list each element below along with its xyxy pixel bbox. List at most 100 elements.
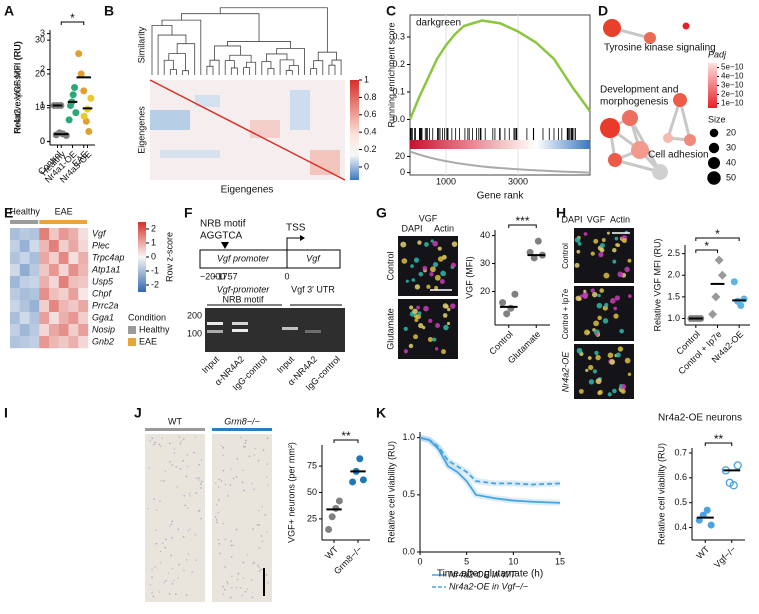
cell [414, 318, 419, 323]
cell [164, 546, 167, 549]
cell [599, 243, 605, 249]
heatmap-cell [58, 312, 69, 325]
cell [235, 586, 238, 589]
y-tick-label: 20 [480, 286, 490, 296]
cell [434, 274, 441, 281]
y-tick-label: 0 [40, 136, 45, 146]
cell [597, 293, 601, 298]
heatmap-cell [78, 324, 89, 337]
cell [222, 522, 225, 525]
cell [614, 295, 621, 301]
cell [167, 572, 170, 574]
cell [171, 583, 174, 585]
significance-bracket [60, 21, 85, 25]
dendrogram [227, 41, 291, 49]
y-tick-label: 30 [35, 35, 45, 45]
heatmap-cell [78, 228, 89, 241]
data-point [87, 94, 95, 102]
heatmap-cell [10, 312, 20, 325]
heatmap-cell [78, 276, 89, 289]
network-node [600, 118, 620, 138]
y-tick-label: 0.0 [392, 114, 405, 124]
cell [185, 594, 188, 596]
cell [230, 540, 233, 542]
cell [176, 486, 179, 488]
cell [585, 368, 589, 372]
cell [217, 486, 220, 488]
y-axis-label: Relative cell viability (RU) [386, 441, 396, 543]
size-label: 20 [726, 127, 736, 137]
cell [596, 302, 603, 309]
cell [590, 251, 595, 256]
cell [173, 448, 176, 450]
rank-colorbar [410, 140, 590, 149]
cell [413, 257, 420, 263]
cell [405, 279, 409, 283]
heatmap-cell [10, 228, 20, 241]
data-point [733, 461, 742, 470]
cell [214, 482, 217, 485]
cell [177, 577, 179, 579]
data-point [714, 255, 724, 265]
heatmap-block [195, 95, 220, 107]
significance-label: ** [341, 429, 351, 443]
gene-label: Plec [92, 240, 110, 250]
cell [215, 519, 218, 521]
cell [193, 451, 195, 454]
network-node [603, 19, 621, 37]
module-label: Cell adhesion [648, 150, 709, 161]
cell [598, 252, 604, 258]
cell [165, 579, 167, 582]
heatmap-cell [10, 276, 20, 289]
coordinate-label: −2000 [200, 271, 225, 281]
gene-label: Gnb2 [92, 336, 114, 346]
cell [239, 587, 242, 589]
data-point [729, 481, 738, 490]
data-point [526, 248, 534, 256]
heatmap-cell [39, 336, 50, 349]
cell [231, 586, 233, 589]
x-tick-label: 3000 [508, 176, 528, 186]
cell [159, 562, 162, 564]
cell [161, 542, 164, 545]
heatmap-cell [29, 324, 40, 337]
cell [187, 530, 189, 532]
dendrogram [310, 68, 318, 75]
cell [422, 265, 428, 271]
cell [260, 568, 263, 571]
heatmap-cell [78, 288, 89, 301]
panel-label: C [386, 3, 396, 19]
cell [244, 446, 247, 448]
size-label: 50 [726, 172, 736, 182]
cell [230, 575, 233, 577]
heatmap-cell [78, 264, 89, 277]
cell [252, 528, 254, 530]
cell [619, 328, 624, 334]
cell [197, 476, 200, 479]
cell [583, 289, 587, 293]
cell [432, 240, 438, 247]
cell [612, 259, 617, 264]
condition-label: Nr4a2-OE [560, 351, 570, 393]
colorbar-label: 0.6 [364, 109, 377, 119]
cell [178, 436, 181, 438]
gene-label: Atp1a1 [91, 264, 121, 274]
panel-label: K [376, 405, 386, 421]
colorbar-label: 0 [151, 251, 156, 261]
heatmap-cell [10, 252, 20, 265]
heatmap-cell [68, 312, 79, 325]
y-tick-label: 0.7 [674, 447, 687, 457]
cell [593, 320, 599, 327]
group-bar [39, 220, 87, 224]
cell [187, 507, 189, 509]
data-point [335, 497, 343, 505]
cell [577, 242, 582, 246]
heatmap-block [150, 110, 190, 130]
dendrogram [267, 68, 275, 75]
cell [403, 326, 408, 332]
y-tick-label: 0.5 [674, 497, 687, 507]
y-tick-label: 75 [307, 460, 317, 470]
series-line [419, 436, 561, 486]
significance-bracket [695, 249, 718, 253]
